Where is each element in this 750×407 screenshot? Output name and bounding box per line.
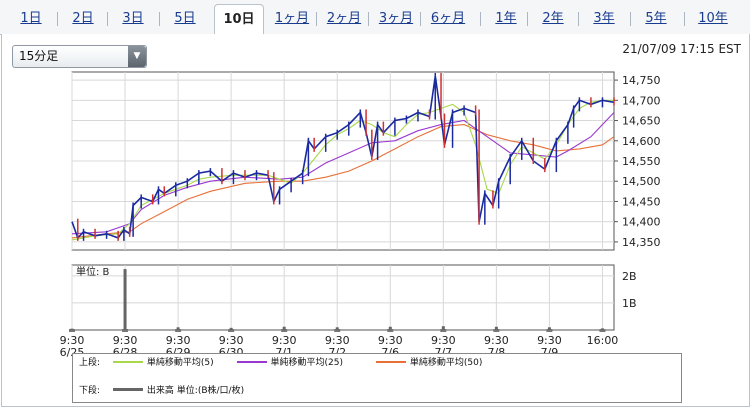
tab-6ヶ月[interactable]: 6ヶ月 xyxy=(424,6,472,34)
legend-swatch-ma25 xyxy=(237,361,267,363)
tab-5日[interactable]: 5日 xyxy=(163,6,207,34)
tab-separator xyxy=(630,12,631,26)
period-tab-bar: 1日 2日 3日 5日 10日 1ヶ月 2ヶ月 3ヶ月 6ヶ月 1年 2年 3年 5年 10年 xyxy=(0,0,750,35)
interval-select[interactable]: 15分足 ▼ xyxy=(12,45,147,68)
legend-item-ma50: 単純移動平均(50) xyxy=(346,358,482,368)
tab-separator xyxy=(684,12,685,26)
legend-item-ma25-label: 単純移動平均(25) xyxy=(271,358,343,368)
tab-2ヶ月[interactable]: 2ヶ月 xyxy=(320,6,368,34)
legend-lower-row: 下段: 出来高 単位:(B株/口/枚) xyxy=(79,384,244,398)
legend-item-ma25: 単純移動平均(25) xyxy=(217,358,343,368)
legend-swatch-volume xyxy=(113,388,143,391)
legend-upper-row: 上段: 単純移動平均(5) 単純移動平均(25) 単純移動平均(50) xyxy=(79,356,482,370)
tab-10日[interactable]: 10日 xyxy=(214,4,264,36)
legend-item-ma50-label: 単純移動平均(50) xyxy=(410,358,482,368)
tab-3日[interactable]: 3日 xyxy=(111,6,155,34)
timestamp: 21/07/09 17:15 EST xyxy=(622,42,741,56)
tab-separator xyxy=(368,12,369,26)
tab-separator xyxy=(107,12,108,26)
interval-select-value: 15分足 xyxy=(19,46,58,67)
tab-separator xyxy=(480,12,481,26)
tab-1年[interactable]: 1年 xyxy=(484,6,528,34)
tab-1ヶ月[interactable]: 1ヶ月 xyxy=(268,6,316,34)
tab-10年[interactable]: 10年 xyxy=(688,6,738,34)
chevron-down-icon[interactable]: ▼ xyxy=(128,46,146,67)
tab-separator xyxy=(527,12,528,26)
chart-legend: 上段: 単純移動平均(5) 単純移動平均(25) 単純移動平均(50) 下段: … xyxy=(72,353,682,403)
tab-5年[interactable]: 5年 xyxy=(634,6,678,34)
tab-separator xyxy=(316,12,317,26)
legend-swatch-ma50 xyxy=(376,361,406,363)
legend-item-ma5-label: 単純移動平均(5) xyxy=(147,358,214,368)
legend-lower-label: 下段: xyxy=(79,386,100,396)
tab-separator xyxy=(57,12,58,26)
chart-panel xyxy=(1,34,750,407)
legend-volume-label: 出来高 単位:(B株/口/枚) xyxy=(147,386,244,396)
legend-item-ma5: 単純移動平均(5) xyxy=(103,358,214,368)
tab-separator xyxy=(420,12,421,26)
legend-swatch-ma5 xyxy=(113,361,143,363)
tab-2日[interactable]: 2日 xyxy=(61,6,105,34)
tab-separator xyxy=(159,12,160,26)
tab-3ヶ月[interactable]: 3ヶ月 xyxy=(372,6,420,34)
tab-separator xyxy=(578,12,579,26)
legend-upper-label: 上段: xyxy=(79,358,100,368)
tab-3年[interactable]: 3年 xyxy=(582,6,626,34)
tab-1日[interactable]: 1日 xyxy=(9,6,53,34)
tab-2年[interactable]: 2年 xyxy=(531,6,575,34)
